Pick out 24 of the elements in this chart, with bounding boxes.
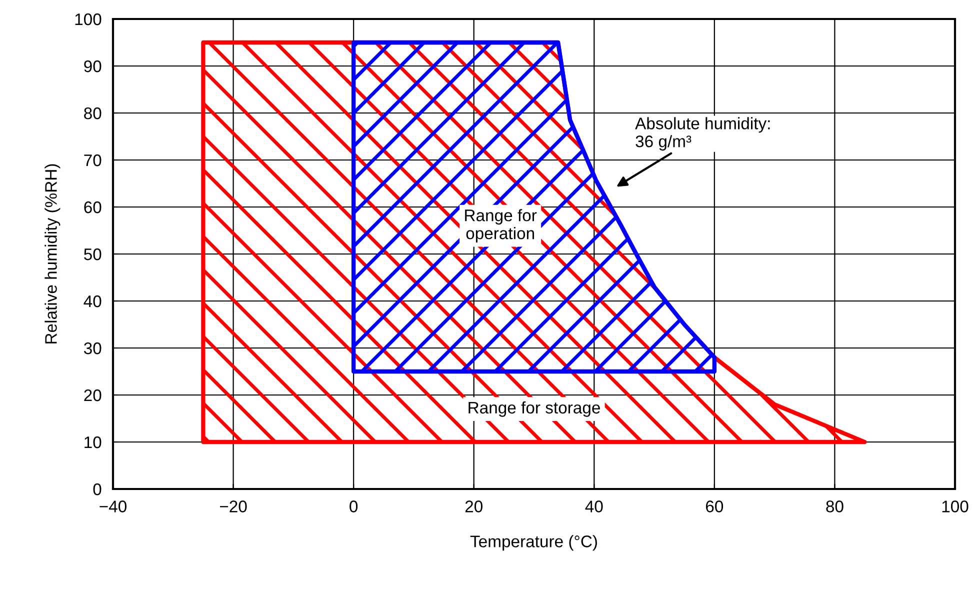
y-tick-label: 20 xyxy=(84,389,102,402)
y-tick-label: 90 xyxy=(84,60,102,72)
x-tick-label: 80 xyxy=(826,500,844,512)
x-tick-label: 20 xyxy=(465,500,482,512)
y-tick-label: 100 xyxy=(75,13,102,26)
y-axis-title: Relative humidity (%RH) xyxy=(44,164,60,344)
y-tick-label: 10 xyxy=(84,436,102,448)
y-tick-label: 60 xyxy=(84,201,102,214)
y-tick-label: 30 xyxy=(84,342,102,354)
x-tick-label: 40 xyxy=(585,500,603,512)
x-tick-label: 0 xyxy=(350,500,358,512)
x-axis-title: Temperature (°C) xyxy=(470,535,597,551)
x-tick-label: 100 xyxy=(942,500,968,512)
annotation: Range for operation xyxy=(465,209,537,243)
y-tick-label: 0 xyxy=(93,483,102,496)
y-tick-label: 40 xyxy=(84,295,102,308)
annotation: Range for storage xyxy=(468,401,600,417)
x-tick-label: −40 xyxy=(100,500,126,512)
y-tick-label: 70 xyxy=(84,154,102,166)
x-tick-label: 60 xyxy=(706,500,724,512)
annotation: Absolute humidity: 36 g/m³ xyxy=(635,117,770,151)
x-tick-label: −20 xyxy=(220,500,247,512)
y-tick-label: 80 xyxy=(84,107,102,120)
y-tick-label: 50 xyxy=(84,248,102,260)
